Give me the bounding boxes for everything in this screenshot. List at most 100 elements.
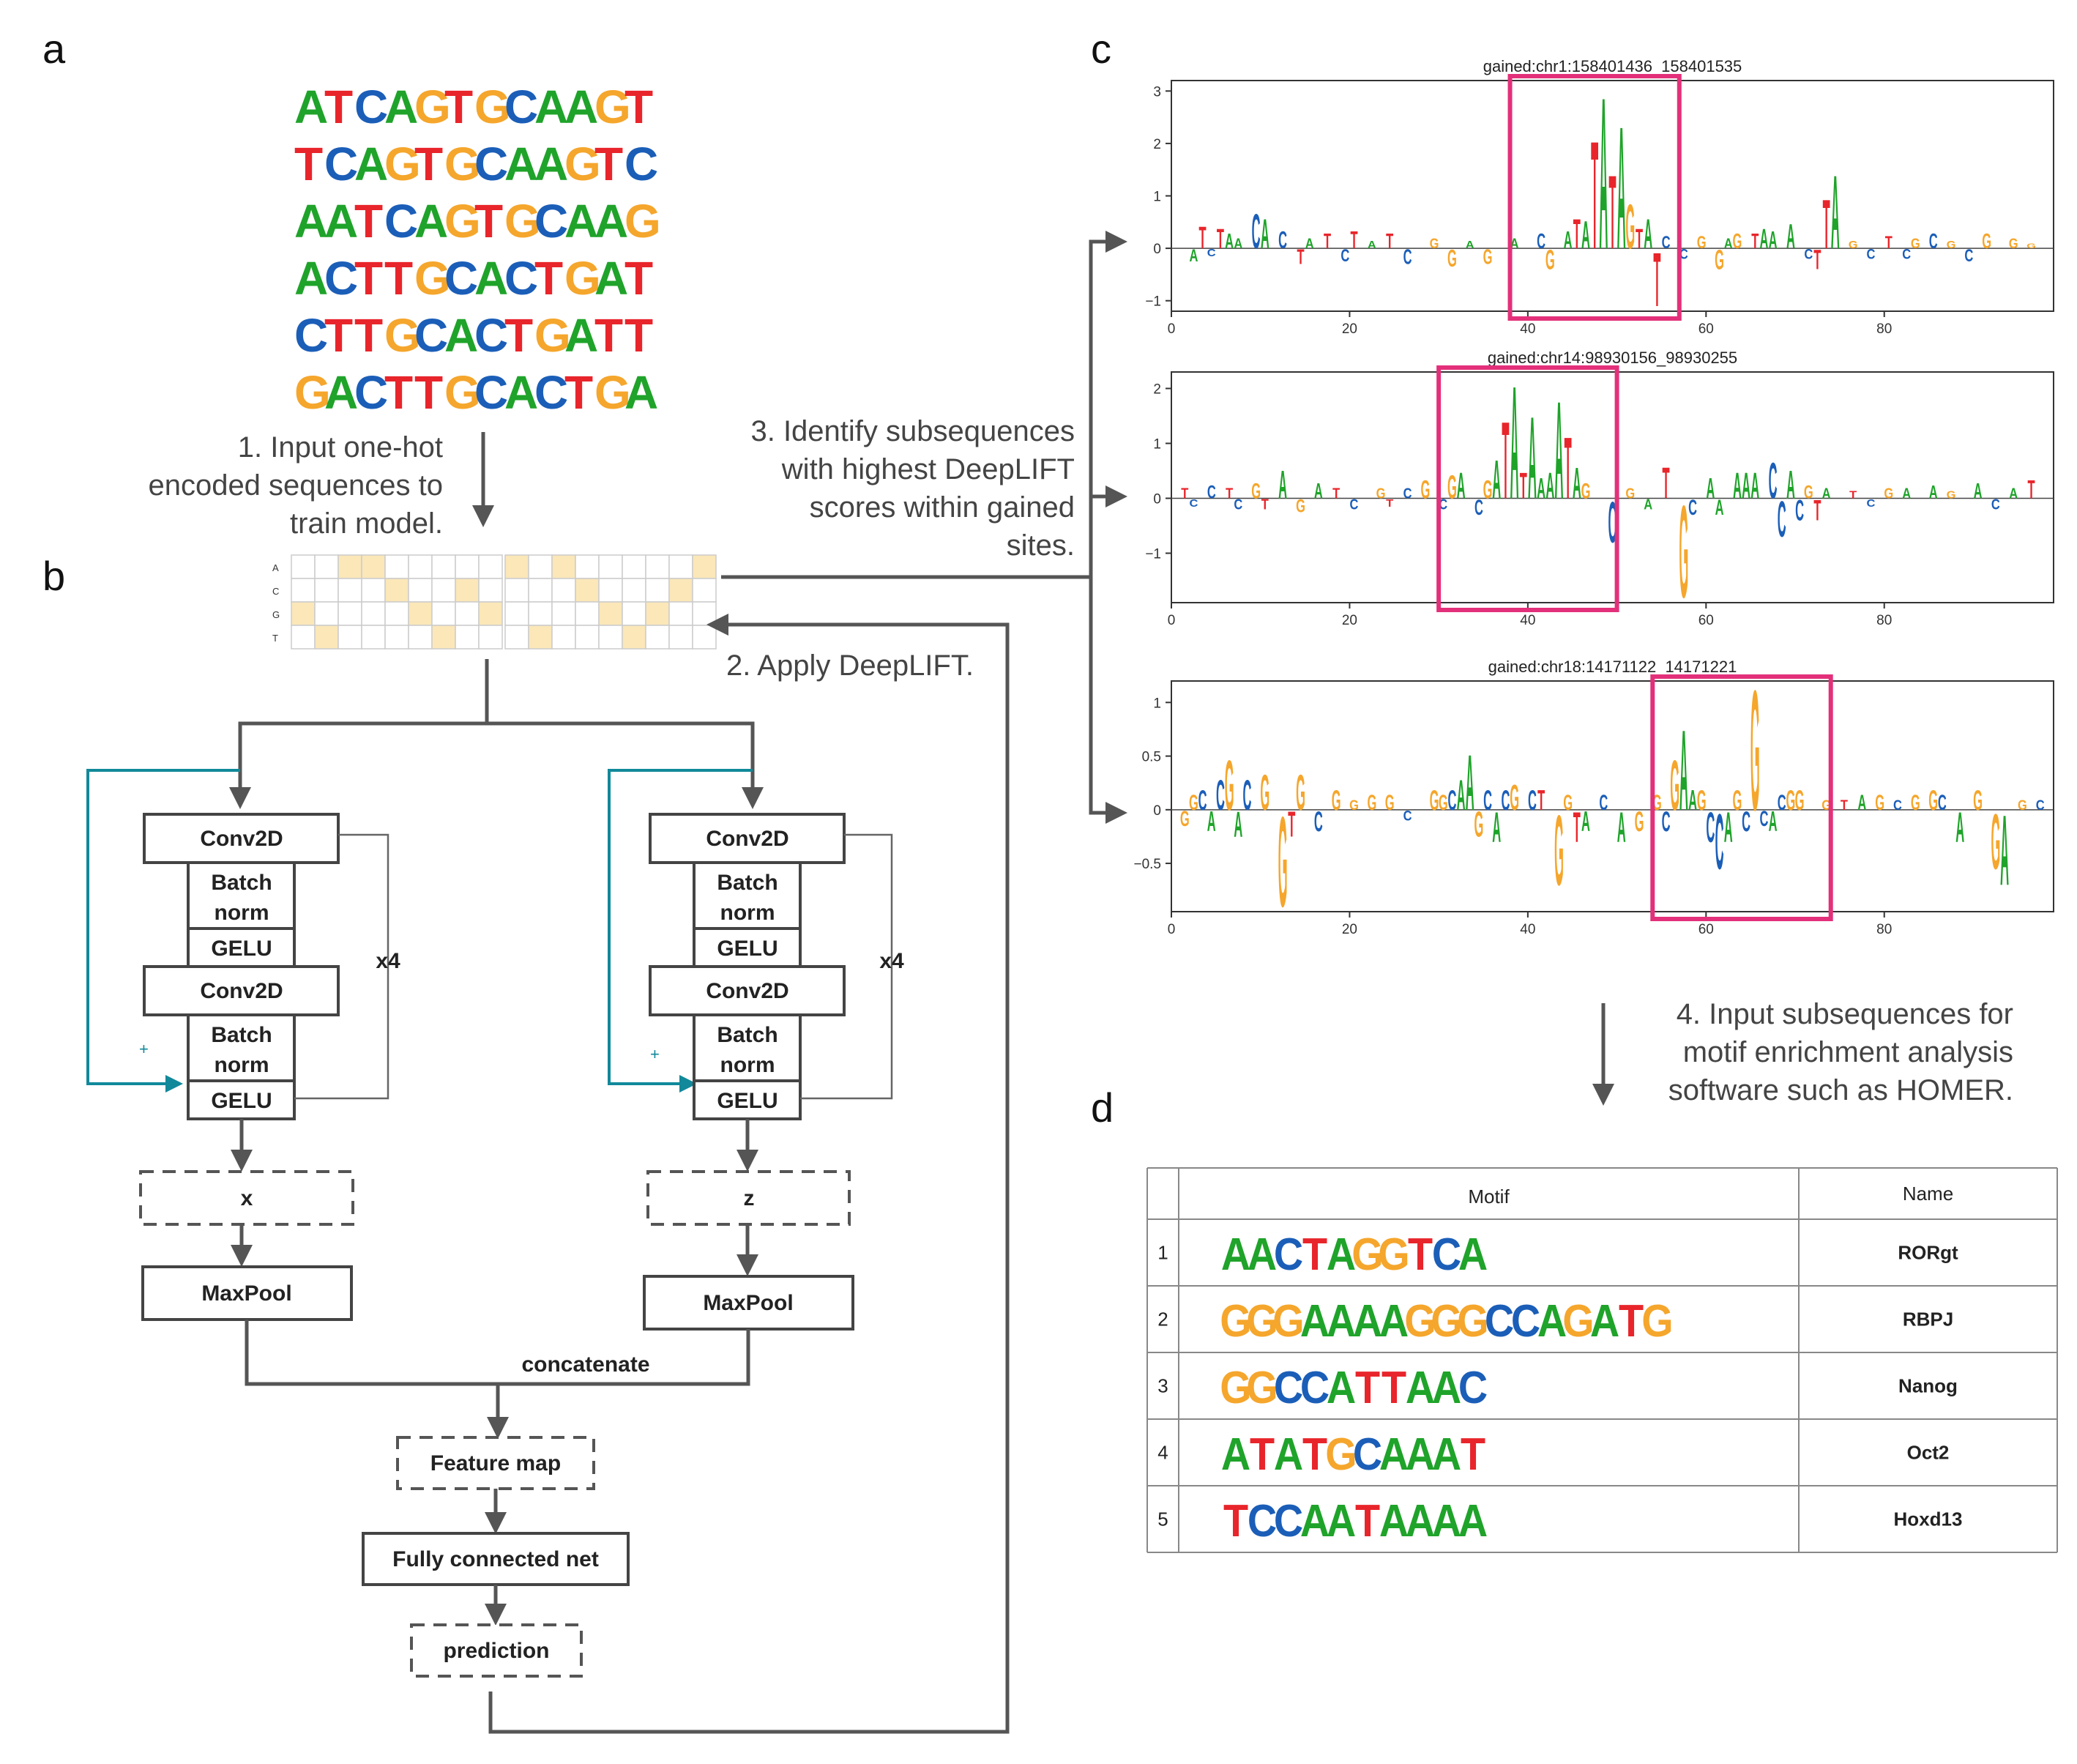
onehot-matrix: ACGT...	[272, 554, 717, 650]
motif-letter: A	[1353, 1296, 1382, 1346]
logo-letter: C	[1769, 452, 1778, 509]
logo-letter: T	[1324, 229, 1332, 253]
logo-letter: G	[1554, 794, 1564, 907]
logo-letter: A	[1688, 785, 1697, 816]
step-1-line-3: train model.	[290, 507, 443, 540]
logo-letter: A	[1278, 461, 1287, 507]
motif-letter: C	[1353, 1429, 1382, 1479]
sequence-base: G	[294, 366, 331, 419]
onehot-cell	[455, 601, 480, 626]
motif-letter: A	[1458, 1496, 1488, 1546]
motif-letter: G	[1246, 1363, 1278, 1413]
logo-letter: G	[1635, 806, 1644, 838]
arrow-to-plot-3	[1089, 802, 1127, 824]
step-4-caption: 4. Input subsequences for motif enrichme…	[1668, 998, 2013, 1106]
logo-letter: C	[1599, 791, 1608, 815]
logo-letter: T	[1386, 229, 1394, 253]
onehot-cell	[361, 601, 386, 626]
logo-letter: C	[1403, 485, 1412, 502]
motif-letter: A	[1379, 1296, 1409, 1346]
logo-letter: T	[1841, 797, 1848, 814]
logo-letter: C	[1439, 496, 1447, 513]
logo-letter: G	[1367, 791, 1376, 815]
logo-letter: T	[1823, 185, 1830, 264]
sequence-base: G	[564, 252, 601, 305]
highlight-box	[1650, 674, 1833, 921]
logo-letter: A	[1581, 806, 1590, 838]
logo-letter: G	[1928, 785, 1938, 816]
right-residual-arrow	[608, 769, 753, 1093]
motif-letter: G	[1246, 1296, 1278, 1346]
sequence-base: G	[624, 195, 661, 248]
logo-letter: G	[1296, 764, 1305, 821]
row-number: 5	[1157, 1508, 1168, 1530]
logo-letter: C	[1207, 483, 1216, 502]
onehot-cell	[408, 554, 433, 579]
step-3-line-3: scores within gained	[810, 491, 1075, 524]
onehot-cell	[692, 578, 717, 603]
motif-letter: A	[1327, 1296, 1356, 1346]
left-conv2d-2-label: Conv2D	[200, 979, 283, 1003]
branch-split-line	[229, 721, 764, 809]
y-tick-label: 2	[1153, 137, 1161, 152]
sequence-base: T	[414, 138, 443, 190]
motif-letter: G	[1325, 1429, 1357, 1479]
onehot-cell	[338, 601, 362, 626]
logo-letter: T	[1226, 485, 1233, 502]
logo-letter: A	[1466, 239, 1474, 251]
logo-letter: G	[1697, 233, 1707, 253]
sequence-base: T	[324, 309, 353, 362]
sequence-base: G	[384, 138, 421, 190]
logo-letter: A	[1599, 53, 1608, 294]
onehot-cell	[645, 625, 670, 650]
sequence-base: A	[564, 195, 598, 248]
step-4-line-1: 4. Input subsequences for	[1677, 998, 2013, 1030]
right-batchnorm-2-label-b: norm	[720, 1053, 775, 1077]
sequence-base: T	[624, 252, 653, 305]
plot-title: gained:chr1:158401436_158401535	[1483, 57, 1742, 75]
logo-letter: C	[1759, 807, 1768, 831]
logo-letter: G	[1447, 245, 1457, 272]
x-tick-label: 0	[1168, 613, 1176, 628]
motif-letter: A	[1274, 1429, 1303, 1479]
sequence-base: A	[294, 195, 328, 248]
logo-letter: T	[1813, 494, 1821, 526]
logo-letter: G	[1430, 785, 1439, 816]
logo-letter: G	[1483, 475, 1493, 505]
plot-frame	[1171, 680, 2054, 912]
logo-letter: T	[1350, 226, 1357, 254]
onehot-cell	[361, 625, 386, 650]
logo-letter: A	[1466, 739, 1474, 827]
logo-letter: T	[1261, 496, 1269, 513]
plot-title: gained:chr14:98930156_98930255	[1488, 349, 1737, 367]
left-conv2d-1-label: Conv2D	[200, 827, 283, 851]
sequence-base: A	[564, 309, 598, 362]
logo-letter: A	[1581, 215, 1590, 257]
onehot-cell	[431, 578, 456, 603]
sequence-base: C	[294, 309, 328, 362]
logo-letter: C	[1778, 791, 1786, 815]
logo-letter: C	[1662, 233, 1671, 253]
logo-plot-1: gained:chr1:158401436_158401535 3 2 1 0 −1 0 20…	[1145, 53, 2054, 337]
left-gelu-1	[187, 927, 296, 968]
row-number: 1	[1157, 1242, 1168, 1264]
logo-letter: G	[1225, 745, 1234, 825]
logo-letter: T	[1181, 485, 1188, 502]
onehot-cell	[291, 625, 316, 650]
logo-letter: C	[1340, 246, 1349, 266]
left-gelu-2	[187, 1079, 296, 1120]
sequence-base: A	[534, 138, 568, 190]
sequence-base: G	[504, 195, 541, 248]
right-gelu-2	[693, 1079, 802, 1120]
motif-letter: T	[1619, 1296, 1644, 1346]
right-conv2d-1-label: Conv2D	[706, 827, 788, 851]
logo-letter: A	[1368, 239, 1376, 251]
sequence-base: G	[414, 81, 451, 133]
